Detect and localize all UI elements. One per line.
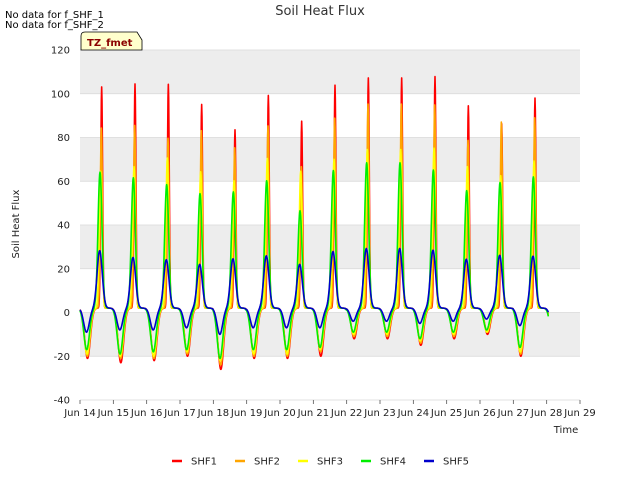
x-tick-label: Jun 28 — [530, 408, 563, 419]
y-tick-label: 100 — [51, 89, 70, 100]
plot-area — [79, 49, 580, 401]
x-tick-label: Jun 29 — [563, 408, 596, 419]
x-tick-label: Jun 23 — [363, 408, 396, 419]
x-tick-label: Jun 15 — [97, 408, 130, 419]
x-tick-label: Jun 20 — [263, 408, 296, 419]
legend-label-shf2: SHF2 — [254, 457, 280, 468]
x-tick-label: Jun 21 — [297, 408, 330, 419]
legend: SHF1 SHF2 SHF3 SHF4 SHF5 — [172, 457, 469, 468]
legend-label-shf4: SHF4 — [380, 457, 406, 468]
series-lines — [79, 75, 550, 371]
y-tick-label: -40 — [54, 396, 70, 407]
x-tick-label: Jun 25 — [430, 408, 463, 419]
series-line-shf5 — [79, 247, 550, 336]
y-tick-label: 120 — [51, 46, 70, 57]
x-tick-label: Jun 19 — [230, 408, 263, 419]
x-tick-label: Jun 26 — [463, 408, 496, 419]
tz-label-frame — [80, 31, 143, 51]
x-tick-label: Jun 27 — [497, 408, 530, 419]
x-tick-label: Jun 24 — [397, 408, 430, 419]
tz-label-box: TZ_fmet — [80, 31, 143, 51]
plot-band — [80, 312, 580, 357]
y-axis-ticks: -40 -20 0 20 40 60 80 100 120 — [51, 46, 70, 407]
y-axis-label: Soil Heat Flux — [11, 189, 22, 258]
x-tick-label: Jun 17 — [163, 408, 196, 419]
y-tick-label: 60 — [57, 177, 70, 188]
legend-label-shf3: SHF3 — [317, 457, 343, 468]
x-axis-label: Time — [553, 425, 578, 436]
y-tick-label: 0 — [64, 308, 70, 319]
x-tick-label: Jun 16 — [130, 408, 163, 419]
legend-label-shf5: SHF5 — [443, 457, 469, 468]
tz-label-text: TZ_fmet — [87, 38, 133, 49]
legend-label-shf1: SHF1 — [191, 457, 217, 468]
y-tick-label: 80 — [57, 133, 70, 144]
y-tick-label: -20 — [54, 352, 70, 363]
x-tick-label: Jun 14 — [63, 408, 96, 419]
y-tick-label: 40 — [57, 221, 70, 232]
plot-band — [80, 50, 580, 94]
chart-title: Soil Heat Flux — [275, 4, 365, 19]
y-tick-label: 20 — [57, 264, 70, 275]
x-tick-label: Jun 18 — [197, 408, 230, 419]
x-axis-ticks: Jun 14 Jun 15 Jun 16 Jun 17 Jun 18 Jun 19 Jun … — [63, 400, 596, 419]
no-data-note-1: No data for f_SHF_1 — [5, 10, 104, 21]
no-data-note-2: No data for f_SHF_2 — [5, 20, 104, 31]
x-tick-label: Jun 22 — [330, 408, 363, 419]
plot-band — [80, 137, 580, 182]
